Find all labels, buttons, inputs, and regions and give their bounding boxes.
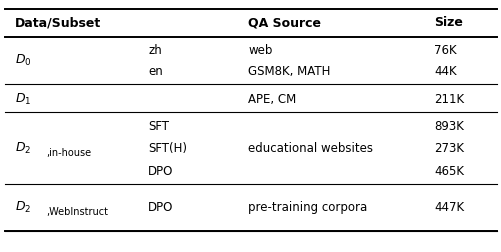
Text: web: web <box>248 44 273 57</box>
Text: pre-training corpora: pre-training corpora <box>248 201 367 214</box>
Text: 211K: 211K <box>433 93 463 106</box>
Text: DPO: DPO <box>148 165 173 178</box>
Text: $D_0$: $D_0$ <box>15 53 32 68</box>
Text: Size: Size <box>433 16 462 29</box>
Text: 447K: 447K <box>433 201 463 214</box>
Text: GSM8K, MATH: GSM8K, MATH <box>248 65 330 78</box>
Text: 273K: 273K <box>433 142 463 155</box>
Text: ,in-house: ,in-house <box>46 148 91 158</box>
Text: zh: zh <box>148 44 161 57</box>
Text: 44K: 44K <box>433 65 456 78</box>
Text: 465K: 465K <box>433 165 463 178</box>
Text: 76K: 76K <box>433 44 456 57</box>
Text: en: en <box>148 65 162 78</box>
Text: $D_1$: $D_1$ <box>15 92 32 107</box>
Text: $D_2$: $D_2$ <box>15 141 31 156</box>
Text: QA Source: QA Source <box>248 16 321 29</box>
Text: APE, CM: APE, CM <box>248 93 296 106</box>
Text: SFT(H): SFT(H) <box>148 142 187 155</box>
Text: DPO: DPO <box>148 201 173 214</box>
Text: Data/Subset: Data/Subset <box>15 16 101 29</box>
Text: ,WebInstruct: ,WebInstruct <box>46 207 108 217</box>
Text: 893K: 893K <box>433 119 463 133</box>
Text: SFT: SFT <box>148 119 169 133</box>
Text: $D_2$: $D_2$ <box>15 200 31 215</box>
Text: educational websites: educational websites <box>248 142 373 155</box>
